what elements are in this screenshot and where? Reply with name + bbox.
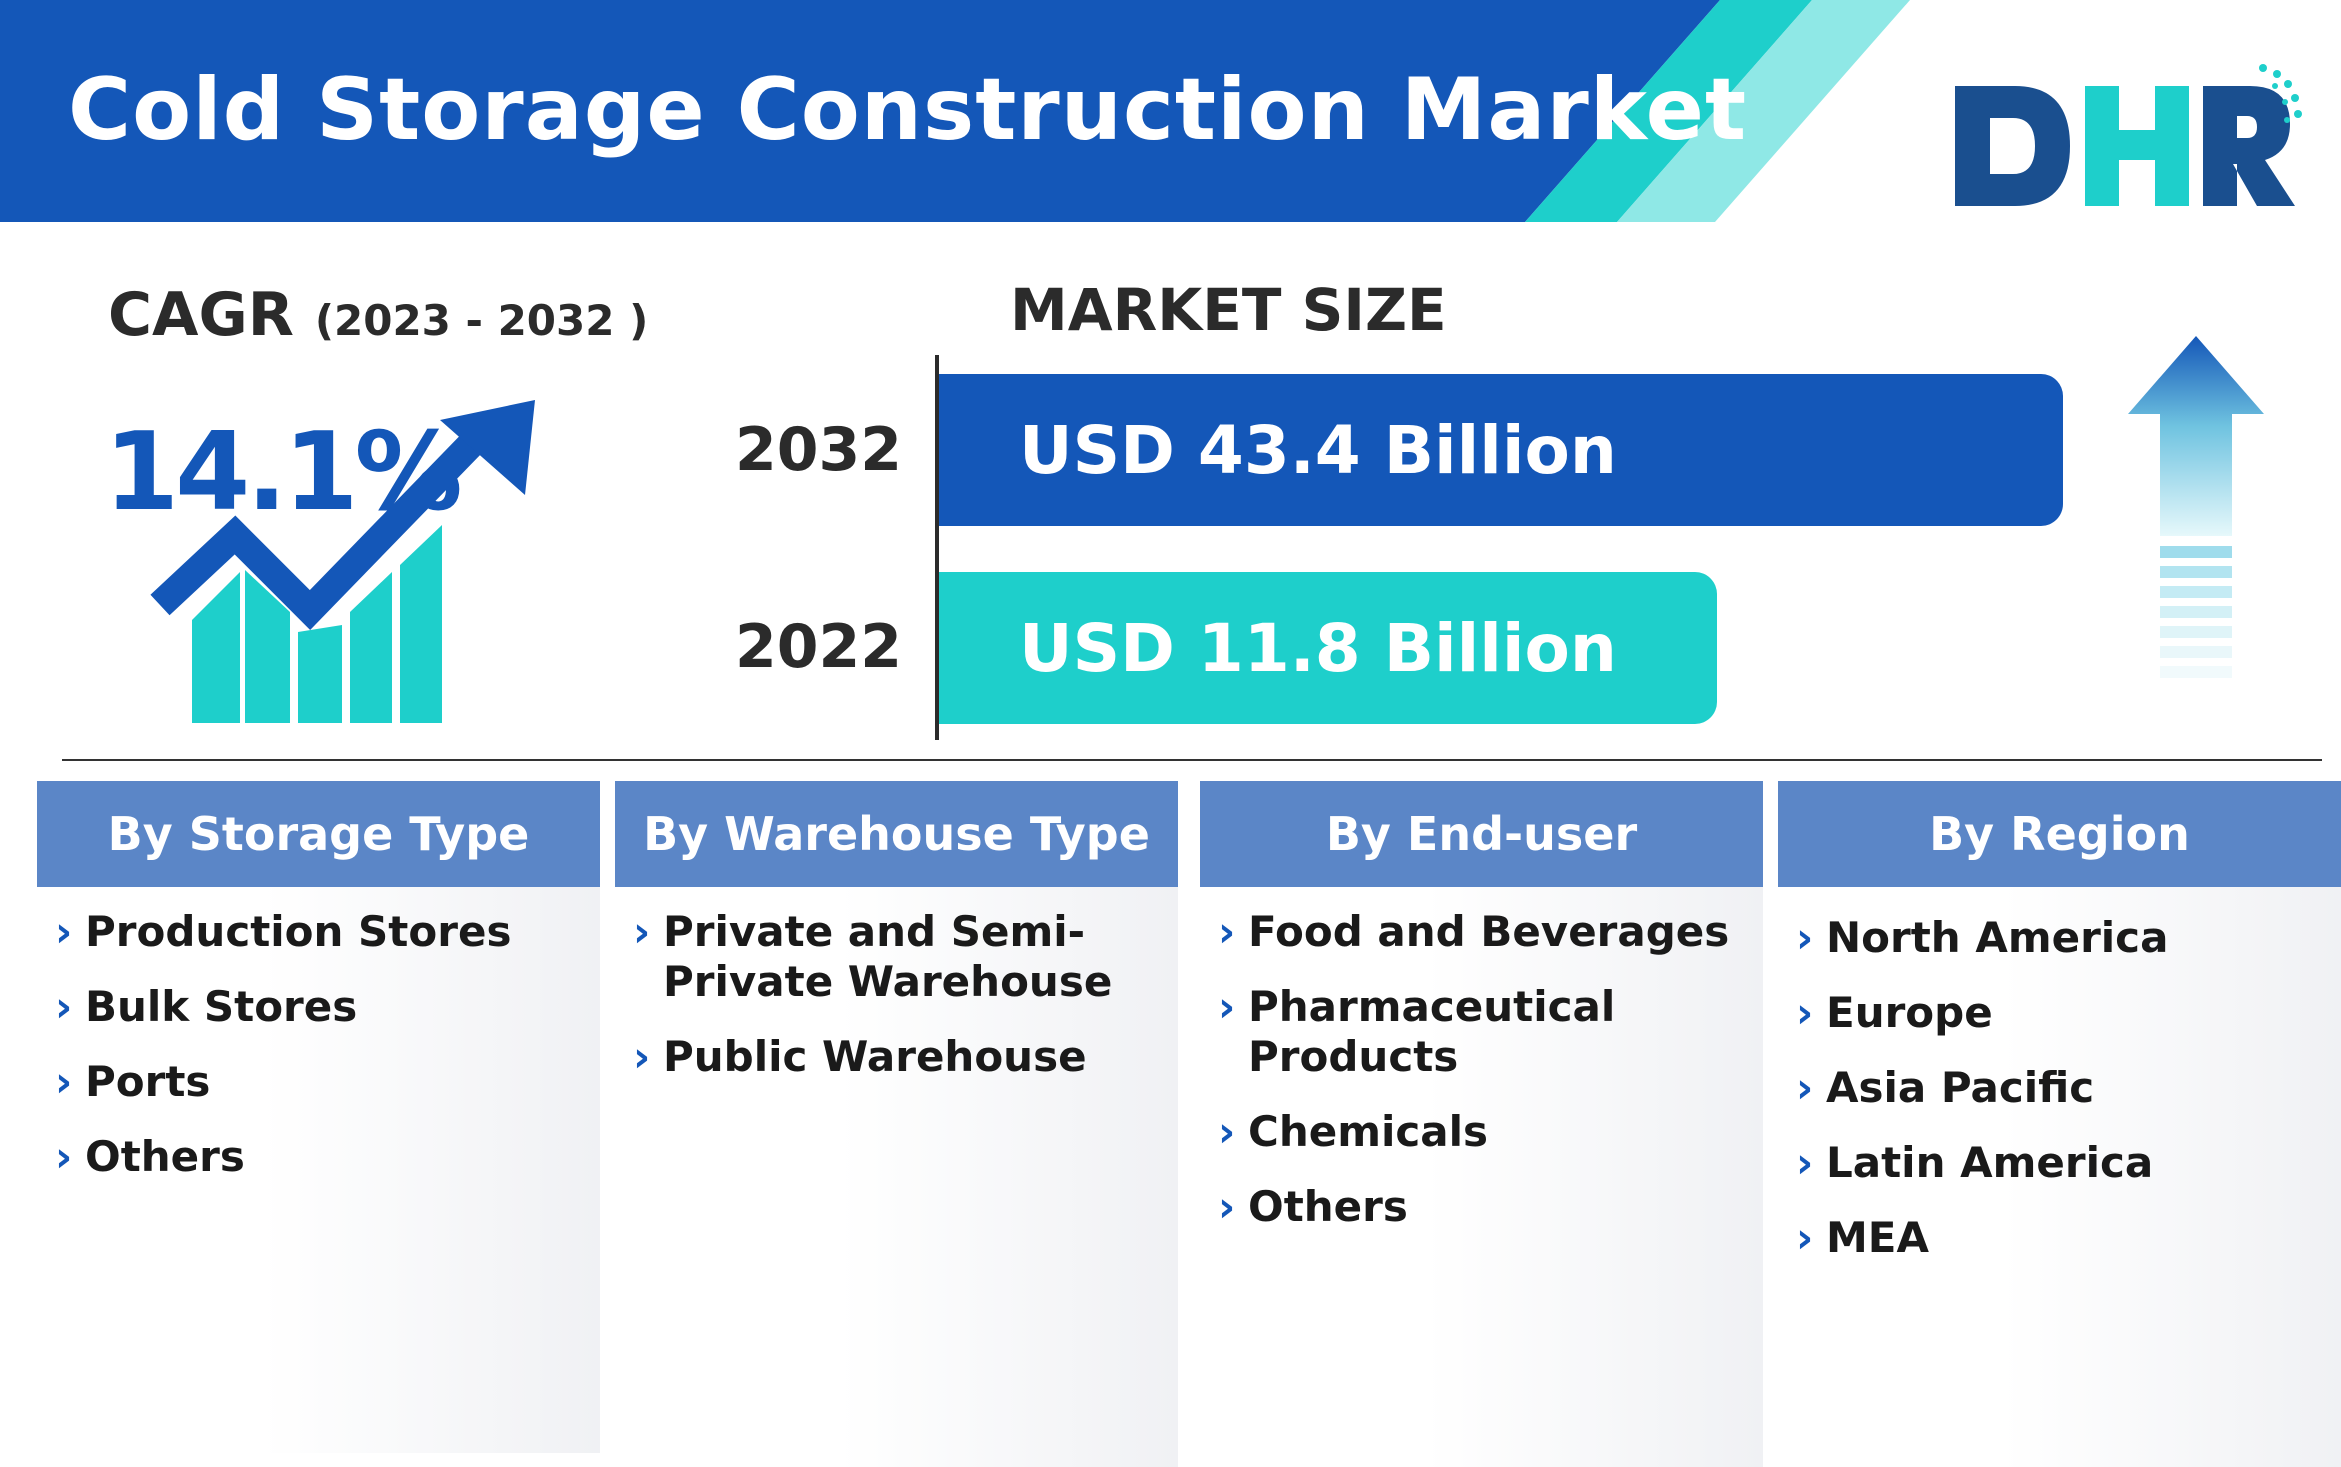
chevron-right-icon: › (1218, 1107, 1236, 1156)
market-value-2022: USD 11.8 Billion (1019, 610, 1617, 687)
list-item: › Others (55, 1132, 245, 1181)
up-arrow-icon (2128, 336, 2264, 678)
segment-header: By End-user (1200, 781, 1763, 887)
chevron-right-icon: › (633, 907, 651, 956)
segment-warehouse-type: By Warehouse Type › Private and Semi-Priv… (615, 781, 1178, 1467)
segment-list: › Food and Beverages › Pharmaceutical Prod… (1200, 887, 1763, 1232)
growth-chart-icon (150, 400, 535, 723)
chevron-right-icon: › (1218, 907, 1236, 956)
market-bar-2022: USD 11.8 Billion (939, 572, 1717, 724)
list-item: › MEA (1796, 1213, 1929, 1262)
chevron-right-icon: › (1218, 1182, 1236, 1231)
list-item: › Latin America (1796, 1138, 2154, 1187)
list-item: › Production Stores (55, 907, 512, 956)
page-title: Cold Storage Construction Market (68, 60, 1748, 160)
chevron-right-icon: › (1796, 1138, 1814, 1187)
segment-header: By Region (1778, 781, 2341, 887)
cagr-label: CAGR (2023 - 2032 ) (108, 280, 648, 350)
cagr-label-text: CAGR (108, 280, 294, 350)
list-item: › Bulk Stores (55, 982, 358, 1031)
chevron-right-icon: › (633, 1032, 651, 1081)
chevron-right-icon: › (55, 1132, 73, 1181)
header-background (0, 0, 2341, 222)
market-size-axis (935, 355, 939, 740)
list-item: › North America (1796, 913, 2169, 962)
chevron-right-icon: › (1796, 913, 1814, 962)
chevron-right-icon: › (55, 982, 73, 1031)
list-item: › Private and Semi-Private Warehouse (633, 907, 1113, 1006)
section-divider (62, 759, 2322, 761)
list-item: › Europe (1796, 988, 1993, 1037)
segment-end-user: By End-user › Food and Beverages › Pharmac… (1200, 781, 1763, 1467)
segment-header: By Storage Type (37, 781, 600, 887)
list-item: › Ports (55, 1057, 211, 1106)
year-label-2022: 2022 (735, 612, 902, 682)
chevron-right-icon: › (55, 1057, 73, 1106)
market-value-2032: USD 43.4 Billion (1019, 412, 1617, 489)
market-bar-2032: USD 43.4 Billion (939, 374, 2063, 526)
list-item: › Chemicals (1218, 1107, 1489, 1156)
list-item: › Asia Pacific (1796, 1063, 2095, 1112)
header-banner: Cold Storage Construction Market (0, 0, 2341, 222)
segment-region: By Region › North America › Europe › Asia P… (1778, 781, 2341, 1467)
list-item: › Others (1218, 1182, 1408, 1231)
list-item: › Public Warehouse (633, 1032, 1087, 1081)
list-item: › Food and Beverages (1218, 907, 1730, 956)
chevron-right-icon: › (55, 907, 73, 956)
segment-storage-type: By Storage Type › Production Stores › Bulk… (37, 781, 600, 1453)
cagr-period: (2023 - 2032 ) (314, 296, 649, 345)
chevron-right-icon: › (1218, 982, 1236, 1031)
segment-header: By Warehouse Type (615, 781, 1178, 887)
list-item: › Pharmaceutical Products (1218, 982, 1616, 1081)
chevron-right-icon: › (1796, 988, 1814, 1037)
dhr-logo (1955, 64, 2302, 206)
segment-list: › Production Stores › Bulk Stores › Ports ›… (37, 887, 600, 1182)
market-size-label: MARKET SIZE (1010, 276, 1447, 344)
segment-list: › Private and Semi-Private Warehouse › Pub… (615, 887, 1178, 1082)
segment-list: › North America › Europe › Asia Pacific › La… (1778, 887, 2341, 1263)
chevron-right-icon: › (1796, 1213, 1814, 1262)
year-label-2032: 2032 (735, 415, 902, 485)
chevron-right-icon: › (1796, 1063, 1814, 1112)
